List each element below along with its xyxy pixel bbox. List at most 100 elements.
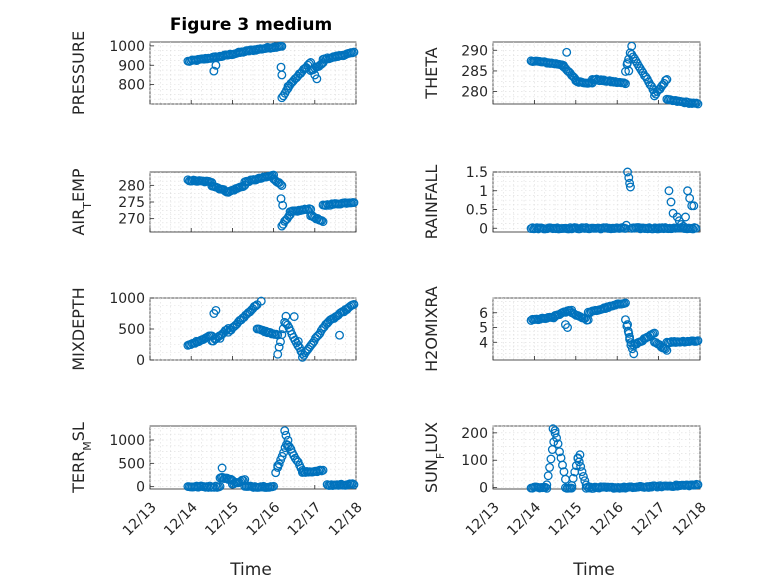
data-point	[283, 435, 293, 445]
data-point	[308, 338, 318, 348]
y-tick-label: 0	[136, 353, 145, 369]
x-axis-label-right: Time	[572, 560, 615, 580]
data-point	[542, 480, 552, 490]
data-point	[277, 70, 287, 80]
data-point	[548, 424, 558, 434]
data-point	[621, 220, 631, 230]
data-point	[278, 200, 288, 210]
data-point	[279, 448, 289, 458]
y-tick-label: 5	[479, 321, 488, 337]
y-tick-label: 1000	[109, 291, 145, 307]
data-point	[277, 181, 287, 191]
data-point	[626, 340, 636, 350]
data-point	[292, 455, 302, 465]
data-point	[318, 217, 328, 227]
data-point	[693, 336, 703, 346]
data-point	[215, 333, 225, 343]
data-point	[280, 317, 290, 327]
data-point	[543, 471, 553, 481]
data-point	[349, 480, 359, 490]
data-point	[558, 460, 567, 470]
data-point	[349, 198, 359, 208]
y-tick-label: 270	[118, 212, 145, 228]
data-point	[318, 465, 328, 475]
data-point	[313, 330, 323, 340]
data-point	[625, 178, 635, 188]
y-tick-label: 0	[479, 481, 488, 497]
y-tick-label: 4	[479, 335, 488, 351]
data-point	[681, 212, 690, 222]
y-tick-label: 285	[461, 64, 488, 80]
y-tick-label: 0	[136, 480, 145, 496]
data-point	[276, 179, 285, 189]
figure-title: Figure 3 medium	[170, 15, 332, 35]
data-point	[666, 197, 676, 207]
data-point	[641, 72, 651, 82]
data-point	[222, 325, 232, 335]
data-point	[627, 41, 637, 51]
y-tick-label: 900	[118, 58, 145, 74]
data-point	[624, 173, 634, 183]
data-point	[284, 211, 294, 221]
data-point	[625, 334, 635, 344]
data-point	[553, 439, 563, 449]
y-axis-label: PRESSURE	[69, 31, 88, 115]
data-point	[315, 60, 325, 70]
data-point	[545, 462, 555, 472]
data-point	[645, 80, 655, 90]
data-point	[550, 428, 560, 438]
data-point	[567, 483, 577, 493]
y-tick-label: 500	[118, 322, 145, 338]
data-point	[575, 450, 585, 460]
plot-area	[492, 171, 701, 233]
data-point	[555, 447, 564, 457]
data-point	[349, 299, 359, 309]
data-point	[209, 482, 219, 492]
data-point	[274, 342, 284, 352]
data-point	[289, 312, 299, 322]
data-point	[281, 430, 291, 440]
y-axis-label: RAINFALL	[422, 165, 441, 240]
data-point	[293, 336, 303, 346]
y-tick-label: 800	[118, 78, 145, 94]
data-point	[621, 79, 630, 89]
data-point	[282, 85, 291, 95]
y-tick-label: 500	[118, 456, 145, 472]
data-point	[317, 216, 327, 226]
data-point	[209, 66, 219, 76]
data-point	[280, 426, 290, 436]
data-point	[562, 47, 572, 57]
data-point	[312, 74, 322, 84]
data-point	[306, 204, 316, 214]
data-point	[623, 167, 632, 177]
data-point	[689, 201, 699, 211]
y-tick-label: 290	[461, 43, 488, 59]
data-point	[273, 461, 283, 471]
data-point	[576, 462, 586, 471]
data-point	[349, 47, 359, 57]
y-tick-label: 1	[479, 184, 488, 200]
data-point	[211, 305, 221, 315]
data-point	[674, 216, 684, 226]
data-point	[251, 301, 261, 311]
y-tick-label: 1000	[109, 39, 145, 55]
subplot-mixdepth: 0 500 1000 MIXDEPTH	[69, 287, 359, 371]
data-point	[693, 480, 703, 490]
data-point	[269, 481, 279, 491]
data-point	[637, 66, 647, 76]
data-point	[542, 483, 552, 493]
data-point	[277, 93, 287, 103]
data-point	[563, 323, 572, 332]
data-point	[577, 467, 587, 477]
data-point	[297, 352, 307, 362]
subplot-h2omixra: 456 H2OMIXRA	[422, 286, 703, 372]
y-axis-label: MIXDEPTH	[69, 287, 88, 370]
data-point	[277, 330, 287, 340]
y-tick-label: 280	[118, 178, 145, 194]
subplot-rainfall: 0 0.5 1 1.5 RAINFALL	[422, 165, 701, 240]
data-point	[664, 186, 674, 196]
y-tick-label: 280	[461, 85, 488, 101]
data-point	[650, 328, 659, 338]
